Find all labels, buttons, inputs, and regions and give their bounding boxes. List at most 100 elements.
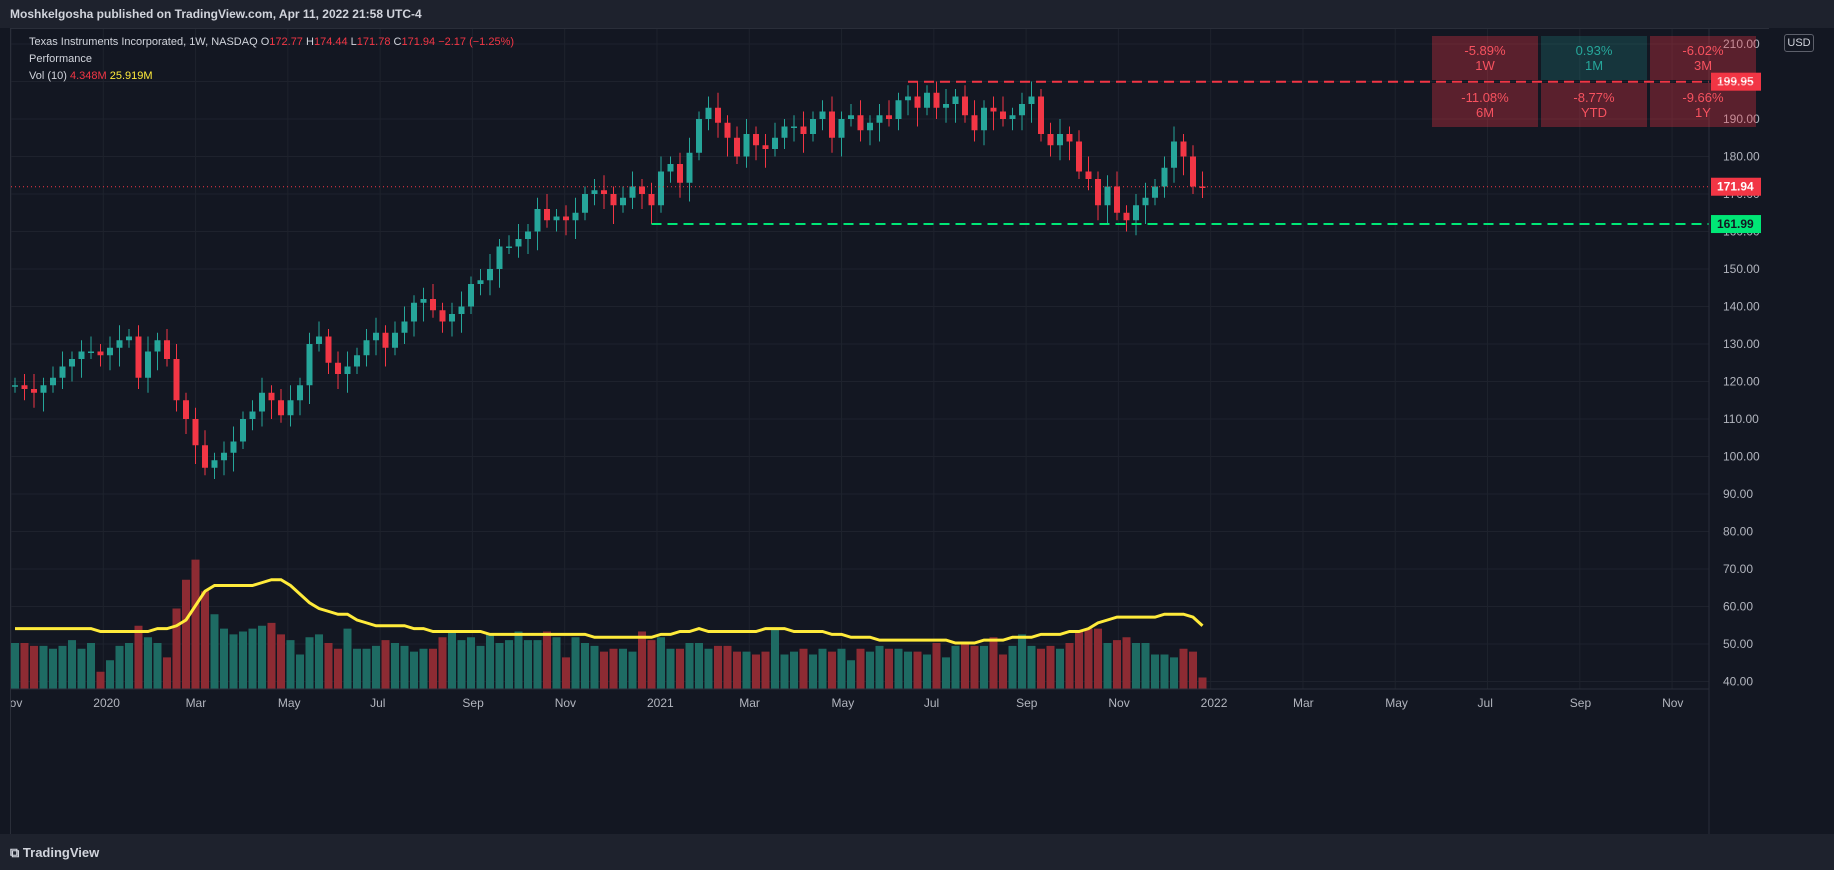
candle-body	[848, 115, 854, 119]
candle-body	[69, 359, 75, 367]
volume-bar	[704, 648, 713, 689]
candle-body	[544, 209, 550, 221]
candle-body	[753, 134, 759, 146]
price-tag-label: 161.99	[1717, 217, 1754, 231]
candle-body	[325, 336, 332, 363]
candle-body	[534, 209, 541, 232]
volume-bar	[1037, 648, 1045, 689]
candle-body	[629, 186, 636, 198]
candle-body	[1000, 111, 1006, 119]
candle-body	[335, 362, 341, 374]
candle-body	[496, 246, 503, 269]
candle-body	[278, 400, 284, 416]
candle-body	[373, 332, 379, 341]
x-tick-label: Nov	[11, 696, 22, 710]
y-tick-label: 40.00	[1723, 675, 1753, 689]
volume-bar	[571, 637, 580, 689]
volume-bar	[951, 645, 960, 689]
candle-body	[458, 306, 465, 314]
candle-body	[230, 441, 237, 453]
volume-bar	[847, 660, 855, 689]
volume-bar	[600, 651, 608, 689]
candle-body	[924, 92, 930, 108]
volume-bar	[742, 651, 751, 689]
volume-legend[interactable]: Vol (10) 4.348M 25.919M	[29, 70, 153, 82]
currency-button[interactable]: USD	[1784, 34, 1814, 52]
volume-bar	[1027, 645, 1036, 689]
candle-body	[40, 385, 47, 393]
candle-body	[135, 336, 142, 378]
candle-body	[97, 351, 104, 356]
volume-bar	[353, 648, 361, 689]
volume-bar	[106, 660, 114, 689]
candle-body	[392, 332, 398, 348]
candle-body	[933, 92, 940, 108]
volume-bar	[248, 628, 257, 689]
candle-body	[971, 115, 978, 131]
volume-bar	[1132, 643, 1140, 689]
volume-bar	[666, 648, 675, 689]
volume-bar	[1151, 654, 1159, 689]
volume-bar	[30, 645, 38, 689]
indicator-performance[interactable]: Performance	[29, 53, 92, 65]
candle-body	[914, 96, 921, 108]
volume-bar	[1189, 651, 1197, 689]
y-tick-label: 140.00	[1723, 300, 1760, 314]
candle-body	[268, 392, 275, 401]
y-tick-label: 130.00	[1723, 337, 1760, 351]
candle-body	[439, 310, 446, 322]
candle-body	[620, 197, 626, 206]
volume-bar	[343, 628, 352, 689]
tradingview-logo[interactable]: ⧉ TradingView	[10, 845, 99, 861]
candle-body	[525, 231, 531, 239]
candle-body	[59, 366, 66, 378]
y-tick-label: 60.00	[1723, 600, 1753, 614]
chart-pane[interactable]: 40.00 50.00 60.00 70.00 80.00 90.00 100.00 110.…	[10, 28, 1769, 835]
candle-body	[354, 355, 360, 367]
volume-bar	[172, 608, 181, 689]
candle-body	[50, 377, 56, 386]
volume-bar	[695, 643, 703, 689]
volume-bar	[163, 657, 171, 689]
volume-bar	[1018, 634, 1026, 689]
volume-bar	[410, 651, 418, 689]
volume-ma-value: 25.919M	[109, 70, 153, 82]
x-tick-label: 2022	[1201, 696, 1228, 710]
volume-bar	[533, 640, 542, 689]
volume-bar	[429, 648, 437, 689]
candle-body	[12, 385, 18, 387]
candle-body	[829, 111, 835, 138]
close-label: C	[393, 36, 402, 48]
volume-bar	[809, 654, 817, 689]
open-label: O	[260, 36, 270, 48]
volume-bar	[201, 591, 209, 689]
perf-cell-3m: -6.02% 3M	[1650, 36, 1756, 80]
candle-body	[363, 340, 370, 356]
candle-body	[990, 107, 997, 112]
volume-bar	[799, 648, 808, 689]
volume-bar	[20, 643, 29, 689]
y-tick-label: 70.00	[1723, 562, 1753, 576]
candle-body	[164, 340, 170, 359]
price-chart[interactable]: 40.00 50.00 60.00 70.00 80.00 90.00 100.00 110.…	[11, 29, 1769, 835]
candle-body	[952, 96, 959, 104]
volume-bar	[134, 625, 143, 689]
candle-body	[563, 216, 569, 221]
volume-bar	[381, 640, 390, 689]
bottom-bar: ⧉ TradingView	[0, 834, 1834, 870]
volume-bar	[315, 634, 323, 689]
volume-bar	[590, 645, 599, 689]
candle-body	[648, 194, 655, 206]
close-value: 171.94	[401, 36, 436, 48]
candle-body	[420, 299, 427, 303]
volume-bar	[562, 657, 570, 689]
volume-bar	[495, 643, 504, 689]
candle-body	[857, 115, 864, 131]
volume-bar	[467, 637, 475, 689]
x-tick-label: 2021	[647, 696, 674, 710]
volume-bar	[1122, 637, 1131, 689]
candle-body	[449, 314, 455, 322]
volume-bar	[609, 648, 618, 689]
candle-body	[686, 152, 693, 183]
candle-body	[1114, 186, 1120, 213]
